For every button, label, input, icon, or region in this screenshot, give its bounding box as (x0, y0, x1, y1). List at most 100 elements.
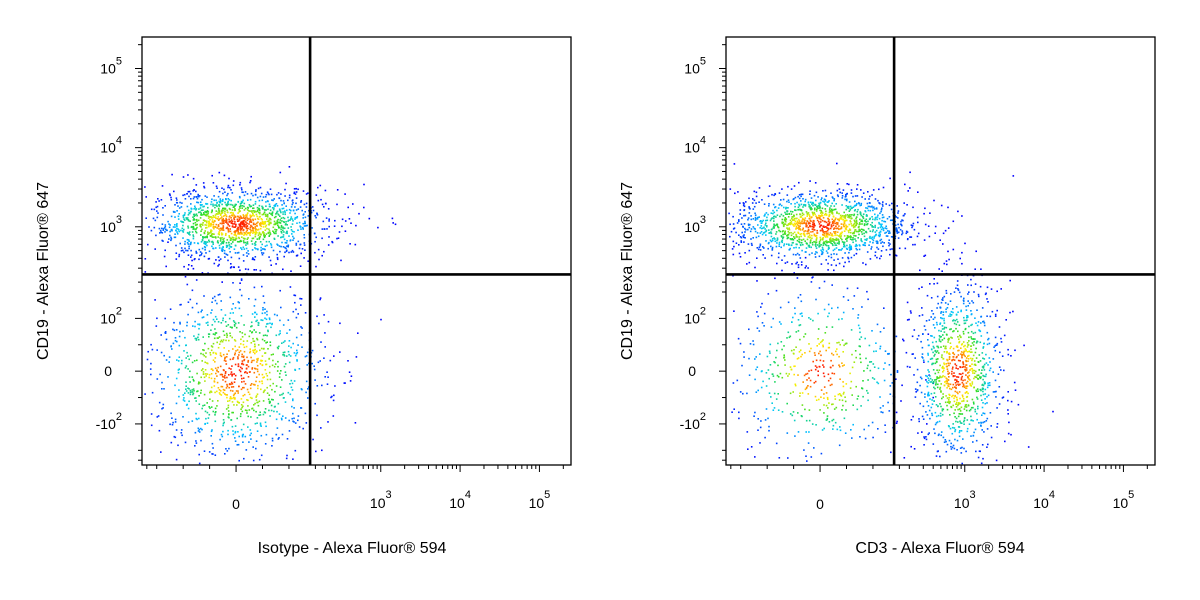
event-point (220, 433, 223, 436)
event-point (799, 257, 802, 259)
event-point (841, 247, 843, 250)
event-point (780, 199, 782, 201)
event-point (258, 204, 261, 207)
event-point (740, 241, 743, 243)
event-point (940, 431, 943, 433)
event-point (853, 232, 855, 235)
event-point (830, 224, 833, 226)
event-point (806, 230, 808, 232)
event-point (862, 192, 865, 194)
event-point (242, 405, 244, 408)
event-point (231, 192, 234, 194)
event-point (836, 211, 838, 213)
event-point (232, 180, 235, 182)
event-point (801, 220, 803, 222)
event-point (851, 217, 853, 220)
event-point (232, 312, 234, 314)
event-point (735, 231, 737, 234)
event-point (815, 359, 818, 362)
event-point (822, 217, 825, 219)
event-point (879, 239, 881, 242)
event-point (291, 199, 294, 201)
event-point (746, 431, 749, 433)
event-point (210, 373, 213, 375)
event-point (798, 236, 800, 238)
event-point (946, 443, 949, 446)
event-point (866, 202, 869, 205)
event-point (901, 230, 904, 232)
event-point (247, 361, 249, 363)
event-point (856, 202, 858, 205)
event-point (269, 205, 271, 208)
event-point (267, 223, 270, 226)
event-point (254, 231, 256, 234)
event-point (887, 401, 889, 404)
event-point (331, 395, 333, 398)
event-point (814, 244, 817, 246)
event-point (791, 216, 793, 218)
event-point (270, 326, 272, 329)
event-point (195, 440, 197, 442)
event-point (912, 206, 914, 209)
y-tick-label: 0 (104, 363, 112, 379)
event-point (155, 234, 157, 237)
event-point (230, 189, 232, 191)
event-point (243, 234, 245, 236)
event-point (197, 323, 199, 326)
event-point (886, 217, 889, 220)
event-point (780, 204, 783, 207)
event-point (226, 209, 228, 212)
event-point (241, 205, 244, 207)
event-point (766, 355, 769, 358)
event-point (790, 349, 793, 352)
event-point (284, 371, 287, 373)
event-point (247, 253, 250, 255)
event-point (282, 392, 284, 395)
event-point (279, 289, 281, 292)
event-point (237, 365, 240, 368)
event-point (833, 232, 836, 234)
event-point (209, 218, 211, 221)
event-point (965, 364, 967, 366)
event-point (853, 222, 856, 225)
event-point (303, 203, 306, 206)
event-point (855, 216, 858, 218)
event-point (785, 206, 787, 209)
event-point (277, 192, 280, 194)
event-point (819, 206, 821, 209)
event-point (174, 233, 176, 235)
event-point (214, 367, 217, 370)
event-point (967, 300, 969, 302)
event-point (254, 233, 257, 236)
event-point (860, 202, 863, 205)
event-point (897, 237, 900, 239)
event-point (204, 369, 207, 371)
event-point (163, 354, 165, 357)
event-point (793, 365, 795, 368)
event-point (237, 357, 239, 360)
event-point (789, 247, 791, 250)
event-point (812, 226, 815, 229)
event-point (224, 393, 226, 395)
event-point (951, 359, 954, 361)
event-point (834, 244, 836, 246)
event-point (823, 198, 826, 201)
event-point (232, 213, 234, 215)
event-point (223, 222, 225, 225)
event-point (294, 206, 296, 208)
event-point (870, 206, 872, 208)
event-point (217, 216, 220, 218)
event-point (796, 220, 799, 222)
event-point (738, 252, 741, 255)
event-point (951, 432, 954, 435)
event-point (834, 239, 836, 241)
event-point (841, 231, 843, 233)
event-point (798, 227, 800, 230)
event-point (832, 197, 834, 199)
event-point (231, 225, 234, 228)
event-point (283, 227, 286, 230)
event-point (216, 213, 218, 215)
event-point (249, 330, 251, 332)
event-point (811, 237, 813, 240)
event-point (182, 330, 184, 332)
